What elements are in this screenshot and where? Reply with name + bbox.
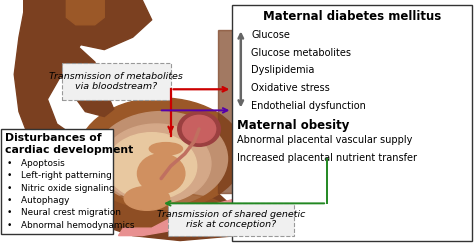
Polygon shape: [24, 0, 152, 50]
Text: Oxidative stress: Oxidative stress: [251, 83, 330, 93]
FancyBboxPatch shape: [62, 63, 171, 100]
FancyBboxPatch shape: [168, 203, 294, 236]
Ellipse shape: [182, 115, 216, 143]
Text: •   Abnormal hemodynamics: • Abnormal hemodynamics: [7, 221, 135, 230]
Text: •   Neural crest migration: • Neural crest migration: [7, 208, 121, 217]
Text: Endothelial dysfunction: Endothelial dysfunction: [251, 101, 366, 111]
Text: Increased placental nutrient transfer: Increased placental nutrient transfer: [237, 153, 417, 162]
Ellipse shape: [149, 143, 182, 155]
Ellipse shape: [95, 112, 228, 206]
Text: •   Left-right patterning: • Left-right patterning: [7, 171, 112, 180]
Text: •   Apoptosis: • Apoptosis: [7, 159, 65, 168]
Text: Disturbances of
cardiac development: Disturbances of cardiac development: [5, 133, 133, 155]
Text: Maternal diabetes mellitus: Maternal diabetes mellitus: [263, 10, 441, 23]
Polygon shape: [66, 0, 104, 25]
Ellipse shape: [95, 192, 228, 229]
Ellipse shape: [178, 112, 220, 146]
Ellipse shape: [107, 133, 197, 200]
Ellipse shape: [78, 98, 244, 210]
Text: Transmission of metabolites
via bloodstream?: Transmission of metabolites via bloodstr…: [49, 72, 183, 91]
Ellipse shape: [102, 124, 211, 203]
Text: Dyslipidemia: Dyslipidemia: [251, 65, 315, 75]
Text: •   Nitric oxide signaling: • Nitric oxide signaling: [7, 184, 115, 192]
Polygon shape: [218, 30, 237, 193]
Ellipse shape: [137, 154, 185, 193]
Text: Abnormal placental vascular supply: Abnormal placental vascular supply: [237, 135, 412, 145]
Polygon shape: [118, 198, 237, 236]
Text: Glucose metabolites: Glucose metabolites: [251, 48, 351, 58]
FancyBboxPatch shape: [1, 129, 113, 234]
FancyBboxPatch shape: [232, 5, 472, 241]
Polygon shape: [24, 37, 114, 117]
Text: Transmission of shared genetic
risk at conception?: Transmission of shared genetic risk at c…: [157, 210, 306, 229]
Text: Maternal obesity: Maternal obesity: [237, 119, 349, 132]
Circle shape: [124, 186, 170, 210]
Text: •   Autophagy: • Autophagy: [7, 196, 70, 205]
Polygon shape: [14, 0, 237, 241]
Text: Glucose: Glucose: [251, 30, 290, 40]
